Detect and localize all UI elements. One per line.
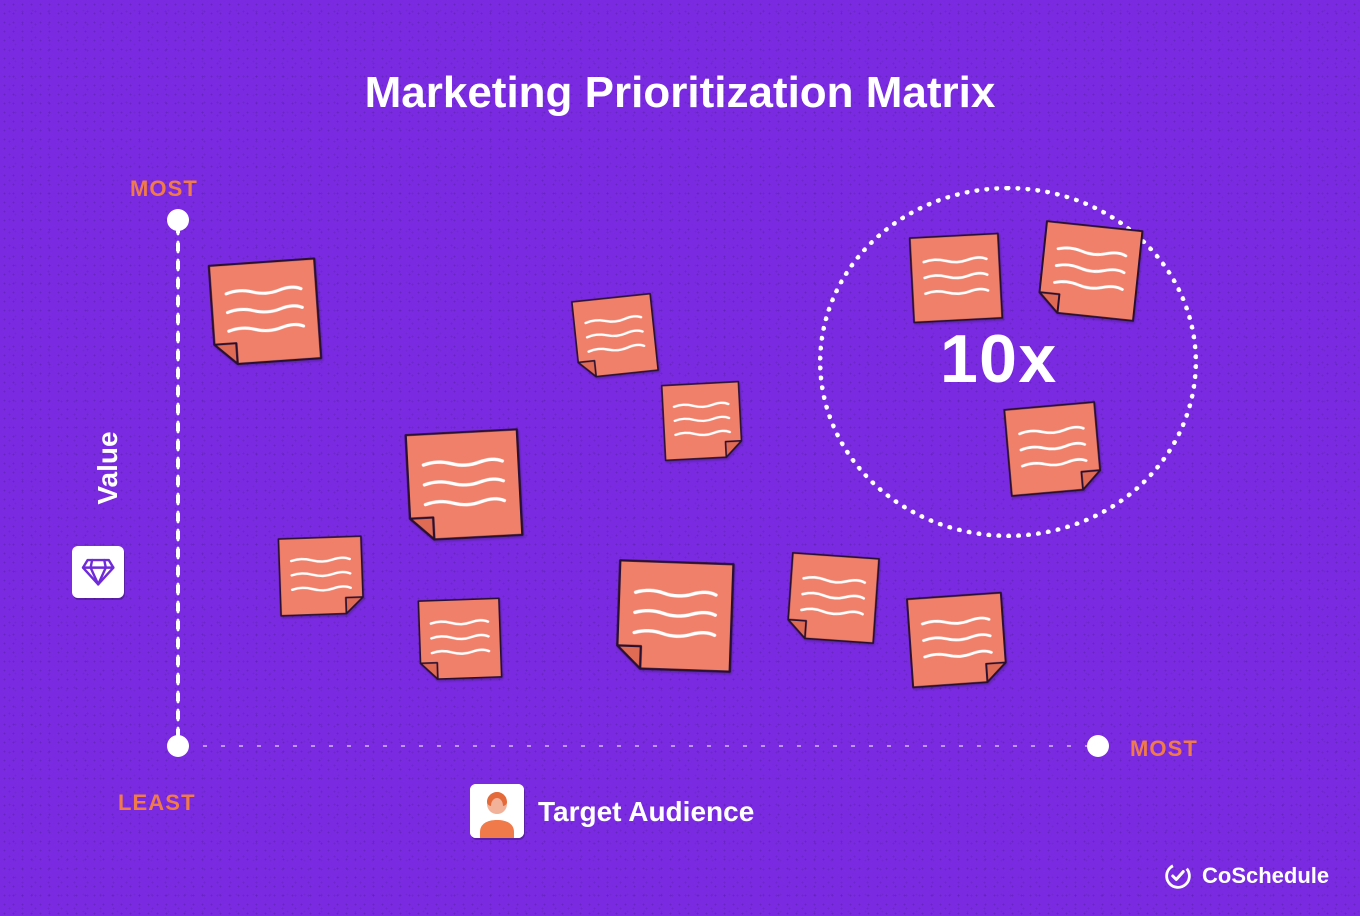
- sticky-note: [207, 256, 324, 367]
- sticky-note: [614, 558, 736, 674]
- brand-mark-icon: [1164, 862, 1192, 890]
- x-axis-title: Target Audience: [538, 796, 754, 828]
- sticky-note: [403, 427, 525, 543]
- axis-endpoint-y-top: [167, 209, 189, 231]
- y-axis-title: Value: [92, 431, 124, 504]
- sticky-note: [908, 232, 1004, 325]
- sticky-note: [905, 591, 1009, 690]
- axis-endpoint-origin: [167, 735, 189, 757]
- person-icon: [470, 784, 524, 838]
- brand-name: CoSchedule: [1202, 863, 1329, 889]
- sticky-note: [785, 551, 881, 645]
- axis-endpoint-x-right: [1087, 735, 1109, 757]
- x-axis-label-most: MOST: [1130, 736, 1198, 762]
- chart-title: Marketing Prioritization Matrix: [0, 68, 1360, 118]
- tenx-label: 10x: [940, 320, 1058, 398]
- diamond-icon: [72, 546, 124, 598]
- brand: CoSchedule: [1164, 862, 1329, 890]
- sticky-note: [417, 597, 504, 682]
- sticky-note: [1002, 400, 1103, 498]
- x-axis-label-least: LEAST: [118, 790, 196, 816]
- sticky-note: [277, 535, 366, 618]
- canvas: Marketing Prioritization Matrix MOST LEA…: [0, 0, 1360, 916]
- sticky-note: [570, 292, 660, 380]
- x-axis: [178, 743, 1098, 749]
- y-axis-label-most: MOST: [130, 176, 198, 202]
- sticky-note: [1035, 219, 1144, 323]
- sticky-note: [660, 380, 744, 462]
- y-axis: [175, 220, 181, 746]
